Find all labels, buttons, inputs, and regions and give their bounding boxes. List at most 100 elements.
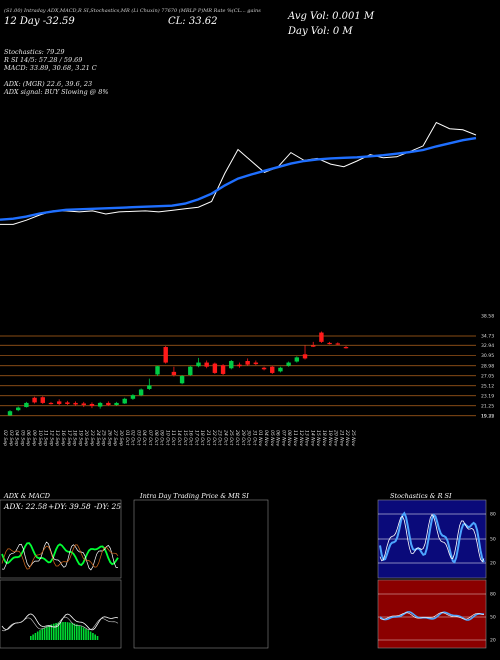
candle-body [147,385,152,389]
date-tick-label: 01 Nov [257,430,263,447]
macd-histogram-bar [46,626,48,640]
date-tick-label: 05 Nov [269,430,275,447]
date-tick-label: 29 Oct [240,430,246,445]
date-tick-label: 19 Sep [77,430,83,446]
date-tick-label: 16 Oct [188,430,194,445]
rsi-tick-label: 80 [490,592,496,598]
macd-histogram [1,613,119,640]
candle-body [245,361,250,365]
date-tick-label: 15 Oct [182,430,188,445]
adx-macd-title: ADX & MACD [4,492,50,500]
price-tick-label: 28.98 [481,363,494,369]
candle-body [212,363,218,373]
date-tick-label: 21 Nov [338,430,344,447]
date-tick-label: 20 Nov [333,430,339,447]
rsi-tick-label: 50 [490,615,496,621]
date-tick-label: 08 Nov [286,430,292,447]
candle-body [204,362,209,367]
moving-average-line [0,136,477,221]
date-tick-label: 10 Oct [164,430,170,445]
rsi-signal-line [379,612,485,620]
candle-body [270,366,275,373]
candle-body [40,397,45,403]
date-tick-label: 20 Sep [83,430,89,446]
candle-body [97,402,103,407]
minus-di-value: -DY: 25 [94,502,122,511]
date-tick-label: 05 Sep [19,430,25,446]
date-tick-label: 26 Sep [106,430,112,446]
price-tick-label: 19.32 [481,413,494,419]
date-tick-label: 30 Oct [246,430,252,445]
date-tick-label: 22 Nov [344,430,350,447]
date-tick-label: 10 Sep [37,430,43,446]
candle-body [65,402,70,404]
price-tick-label: 34.73 [481,334,494,340]
macd-histogram-bar [57,622,60,640]
macd-histogram-bar [32,634,34,640]
adx-signal-readout: ADX signal: BUY Slowing @ 8% [4,88,109,96]
date-tick-label: 04 Nov [263,430,269,447]
date-tick-label: 25 Nov [350,430,356,447]
stochastics-readout: Stochastics: 79.29 [4,48,65,56]
plus-di-value: +DY: 39.58 [48,502,91,511]
candle-body [15,407,21,411]
date-tick-label: 03 Sep [8,430,14,446]
price-axis: 38.58 34.73 32.94 30.95 28.98 27.05 25.12 23.19… [481,314,494,420]
date-tick-label: 17 Oct [193,430,199,445]
candle-body [7,411,13,416]
candle-body [81,403,86,405]
date-tick-label: 09 Oct [159,430,165,445]
price-tick-label: 21.25 [481,403,494,409]
rsi-lines: 80 50 20 [378,592,496,644]
macd-histogram-bar [89,631,92,640]
moving-average-lines [0,121,477,225]
date-tick-label: 07 Nov [280,430,286,447]
macd-histogram-bar [82,627,85,640]
adx-lines [1,541,119,571]
date-tick-label: 06 Sep [25,430,31,446]
candle-body [188,366,193,375]
candle-body [343,347,349,349]
macd-histogram-bar [50,624,53,640]
candle-body [220,365,226,374]
macd-histogram-bar [73,623,76,640]
day-volume: Day Vol: 0 M [288,26,353,37]
candle-body [155,366,160,375]
date-tick-label: 31 Oct [251,430,257,445]
intraday-title: Intra Day Trading Price & MR SI [140,492,249,500]
plus-di-line [1,541,119,571]
stoch-rsi-title: Stochastics & R SI [390,492,452,500]
date-tick-label: 08 Oct [153,430,159,445]
candle-body [179,376,185,384]
date-tick-label: 25 Oct [228,430,234,445]
macd-histogram-bar [80,626,83,640]
date-tick-label: 04 Sep [14,430,20,446]
date-tick-label: 06 Nov [275,430,281,447]
candle-body [278,367,283,372]
macd-histogram-bar [66,622,69,640]
macd-histogram-bar [59,622,62,640]
date-tick-label: 11 Sep [43,430,49,446]
date-tick-label: 09 Sep [31,430,37,446]
candle-body [163,347,168,363]
candle-body [106,402,111,405]
date-tick-label: 15 Nov [315,430,321,447]
macd-histogram-bar [34,632,37,640]
macd-signal-line [1,616,119,632]
price-tick-label: 25.12 [481,383,494,389]
rsi-readout: R SI 14/5: 57.28 / 59.69 [4,56,83,64]
date-tick-label: 01 Oct [124,430,130,445]
date-tick-label: 12 Nov [298,430,304,447]
date-tick-label: 02 Sep [2,430,8,446]
date-tick-label: 18 Nov [321,430,327,447]
candle-body [261,367,267,370]
price-line [0,121,477,225]
price-tick-label: 23.19 [481,393,494,399]
main-chart: 38.58 34.73 32.94 30.95 28.98 27.05 25.12 23.19… [0,121,494,447]
macd-histogram-bar [92,632,94,640]
macd-histogram-bar [30,636,32,640]
candle-body [138,389,144,396]
date-tick-label: 11 Nov [292,430,298,447]
candle-body [302,354,308,359]
